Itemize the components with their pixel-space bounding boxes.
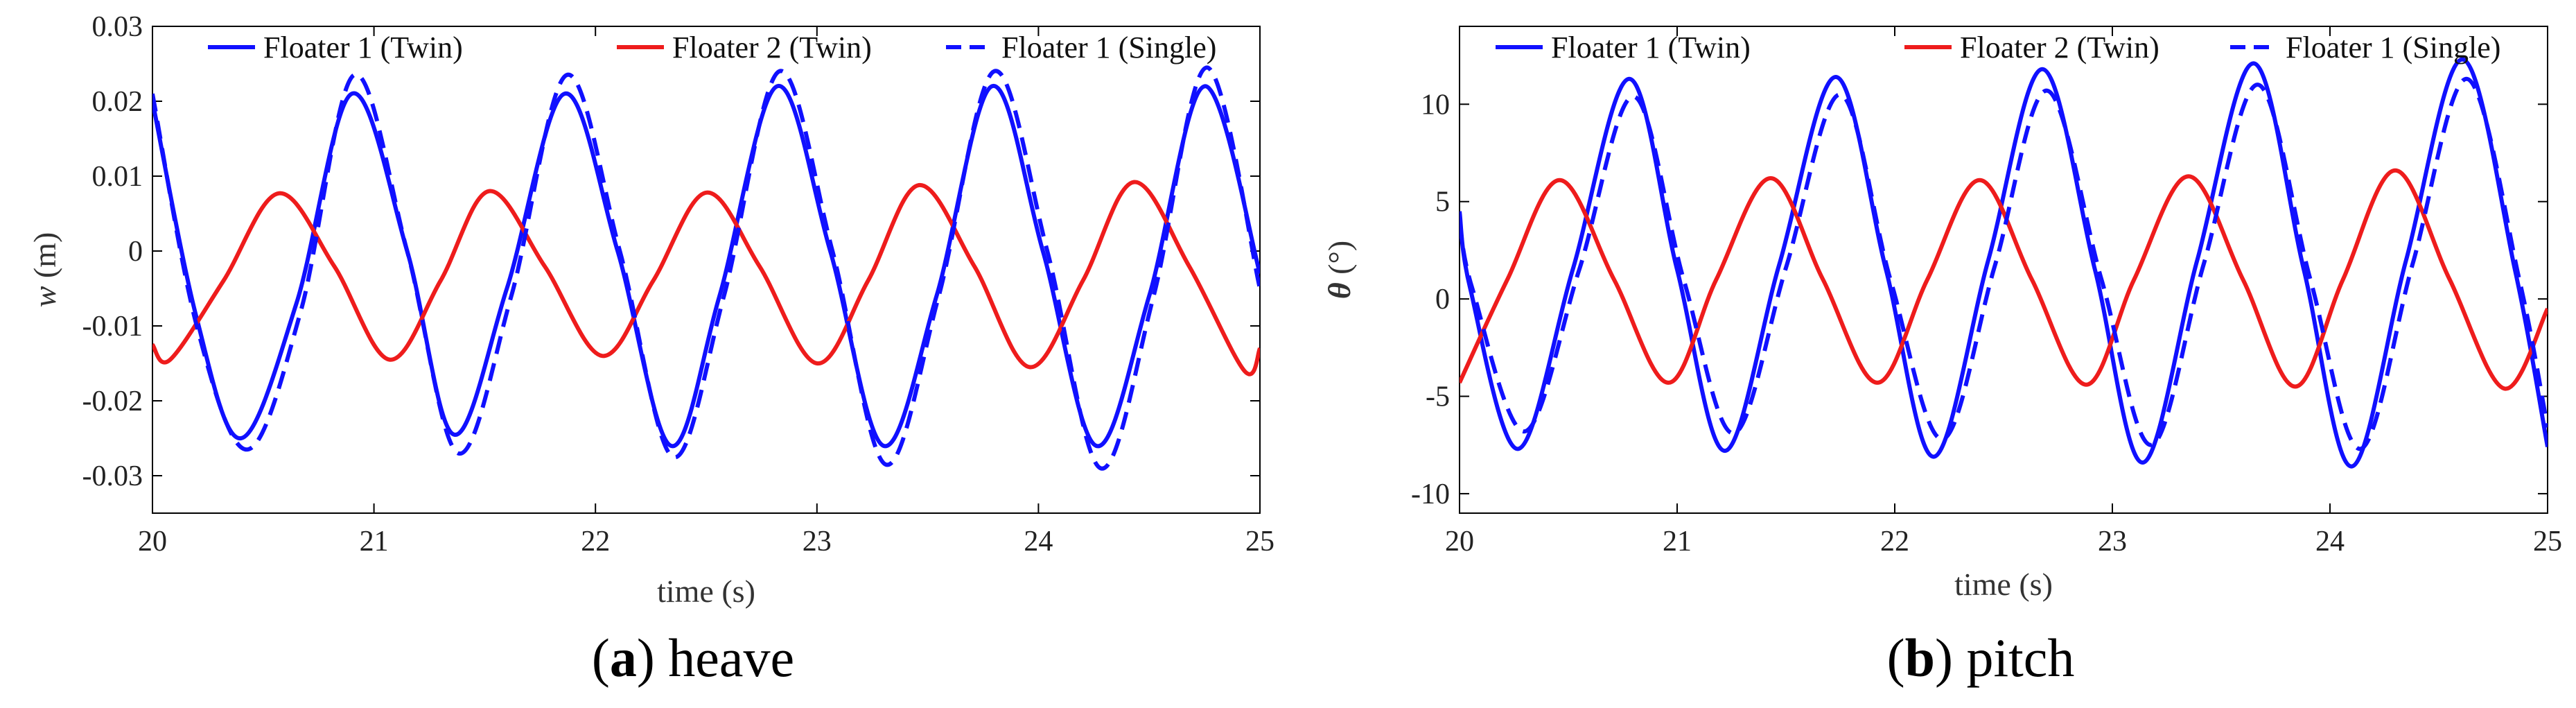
legend-label: Floater 1 (Single): [1001, 31, 1216, 64]
series-line-floater-1-single: [1460, 76, 2548, 451]
y-tick-label: -5: [1426, 381, 1450, 413]
x-tick-label: 24: [2315, 526, 2345, 558]
x-tick-label: 23: [803, 526, 832, 558]
series-layer: [1460, 57, 2548, 469]
x-tick-label: 22: [1880, 526, 1909, 558]
series-line-floater-1-twin: [1460, 57, 2548, 469]
legend-label: Floater 2 (Twin): [672, 31, 872, 64]
legend-label: Floater 2 (Twin): [1960, 31, 2159, 64]
plot-frame: [152, 26, 1261, 514]
y-tick-label: 0: [1435, 284, 1450, 316]
panel-caption: (b) pitch: [1887, 628, 2075, 688]
y-tick-label: 5: [1435, 187, 1450, 218]
y-tick-label: -10: [1411, 478, 1450, 510]
heave-panel: 20 21 22 23 24 25 0.03 0.02 0.01 0 -0.01 -0.02 -0.03…: [27, 11, 1275, 688]
y-tick-label: -0.03: [82, 460, 143, 492]
legend-label: Floater 1 (Single): [2286, 31, 2500, 64]
plot-frame: [1459, 26, 2548, 514]
y-tick-label: 10: [1421, 89, 1450, 121]
y-axis-label: θ (°): [1322, 241, 1357, 299]
ticks-layer: 20 21 22 23 24 25 10 5 0 -5 -10: [1411, 26, 2562, 558]
x-tick-label: 25: [1245, 526, 1274, 558]
series-line-floater-1-single: [152, 65, 1260, 471]
y-tick-label: -0.02: [82, 386, 143, 417]
y-tick-label: 0.03: [92, 11, 143, 43]
ticks-layer: 20 21 22 23 24 25 0.03 0.02 0.01 0 -0.01 -0.02 -0.03: [82, 11, 1275, 558]
x-tick-label: 21: [1663, 526, 1692, 558]
x-tick-label: 22: [581, 526, 610, 558]
x-tick-label: 21: [360, 526, 389, 558]
heave-chart-svg: 20 21 22 23 24 25 0.03 0.02 0.01 0 -0.01 -0.02 -0.03…: [27, 11, 1275, 688]
legend: Floater 1 (Twin) Floater 2 (Twin) Floater …: [208, 31, 1216, 64]
y-tick-label: 0.01: [92, 161, 143, 193]
x-tick-label: 20: [1445, 526, 1474, 558]
x-axis-label: time (s): [657, 573, 755, 609]
x-axis-label: time (s): [1954, 567, 2053, 602]
x-tick-label: 25: [2533, 526, 2562, 558]
x-tick-label: 20: [138, 526, 167, 558]
legend-label: Floater 1 (Twin): [263, 31, 463, 64]
series-line-floater-2-twin: [152, 180, 1260, 377]
y-axis-label: w (m): [27, 232, 62, 308]
y-tick-label: 0: [128, 236, 143, 268]
y-tick-label: -0.01: [82, 311, 143, 343]
x-tick-label: 24: [1024, 526, 1053, 558]
panel-caption: (a) heave: [592, 628, 794, 688]
legend: Floater 1 (Twin) Floater 2 (Twin) Floater …: [1496, 31, 2500, 64]
x-tick-label: 23: [2098, 526, 2127, 558]
series-layer: [152, 65, 1260, 471]
legend-label: Floater 1 (Twin): [1551, 31, 1751, 64]
y-tick-label: 0.02: [92, 86, 143, 118]
pitch-panel: 20 21 22 23 24 25 10 5 0 -5 -10 Floater 1 (Twin) Fl…: [1288, 0, 2576, 708]
